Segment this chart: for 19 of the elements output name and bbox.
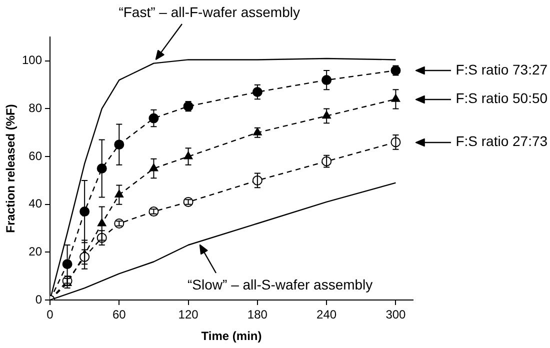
y-axis-title: Fraction released (%F): [4, 104, 18, 233]
x-tick-label: 60: [112, 308, 126, 322]
x-tick-label: 300: [386, 308, 406, 322]
x-tick-label: 0: [46, 308, 54, 322]
x-tick-label: 180: [247, 308, 268, 322]
y-tick-label: 0: [35, 292, 42, 306]
y-tick-label: 40: [28, 196, 42, 211]
text: F:S ratio 27:73: [456, 133, 548, 150]
x-axis-title: Time (min): [201, 329, 262, 344]
y-tick-label: 20: [28, 244, 42, 258]
text: “Fast” – all-F-wafer assembly: [118, 4, 300, 20]
y-tick-label: 100: [22, 53, 42, 68]
x-tick-label: 120: [178, 308, 199, 322]
y-tick-label: 60: [28, 148, 42, 163]
text: F:S ratio 73:27: [456, 61, 548, 78]
annotation: “Slow” – all-S-wafer assembly: [188, 276, 373, 292]
x-tick-label: 240: [316, 308, 337, 322]
y-tick-label: 80: [28, 101, 42, 116]
text: F:S ratio 50:50: [456, 90, 548, 106]
